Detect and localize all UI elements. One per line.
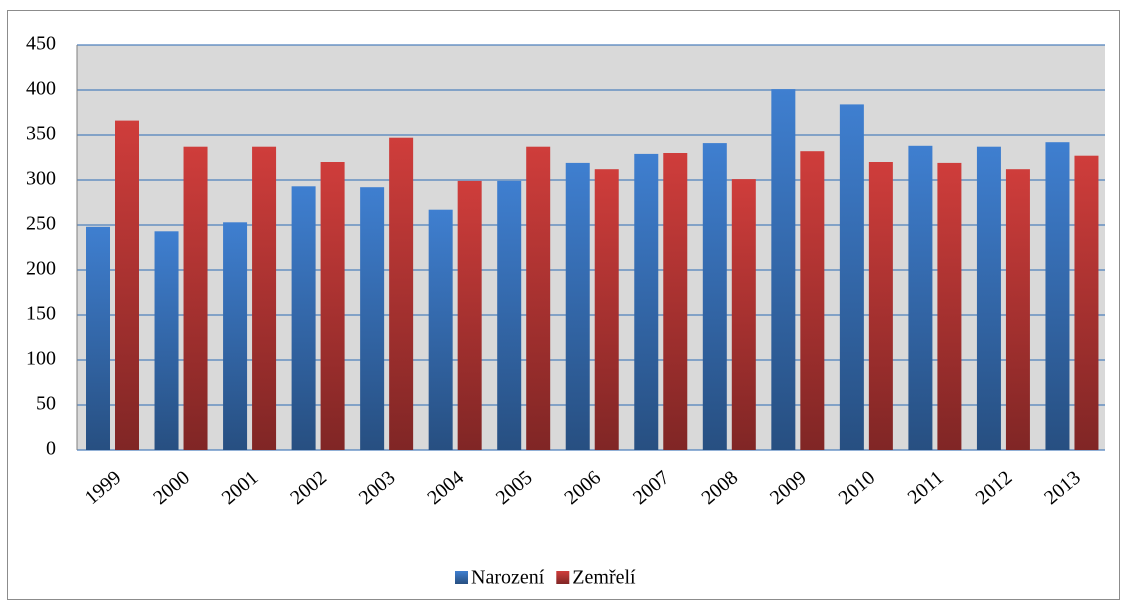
bar bbox=[771, 89, 796, 450]
bar bbox=[839, 104, 864, 451]
bar bbox=[457, 180, 482, 450]
bar bbox=[428, 209, 453, 450]
bar bbox=[1074, 155, 1099, 450]
bar bbox=[223, 222, 248, 450]
y-tick-label: 400 bbox=[26, 78, 56, 100]
bar bbox=[252, 146, 277, 450]
bar bbox=[594, 169, 619, 450]
bar bbox=[663, 153, 688, 450]
bar bbox=[565, 162, 590, 450]
y-tick-label: 200 bbox=[26, 258, 56, 280]
y-tick-label: 50 bbox=[36, 393, 56, 415]
bar bbox=[526, 146, 551, 450]
bar bbox=[937, 162, 962, 450]
y-tick-label: 0 bbox=[46, 438, 56, 460]
bar bbox=[800, 151, 825, 450]
bar bbox=[389, 137, 414, 450]
bar bbox=[183, 146, 208, 450]
legend-label: Narození bbox=[471, 567, 545, 589]
bar bbox=[976, 146, 1001, 450]
y-tick-label: 150 bbox=[26, 303, 56, 325]
legend-swatch bbox=[556, 571, 570, 584]
legend-label: Zemřelí bbox=[572, 567, 636, 589]
bar bbox=[1045, 142, 1070, 450]
y-tick-label: 100 bbox=[26, 348, 56, 370]
y-tick-label: 250 bbox=[26, 213, 56, 235]
bar bbox=[154, 231, 179, 450]
bar bbox=[291, 186, 316, 451]
bar bbox=[360, 187, 385, 450]
bar bbox=[115, 120, 139, 450]
bar bbox=[497, 180, 522, 450]
bar bbox=[908, 145, 933, 451]
bar bbox=[731, 179, 756, 450]
legend-swatch bbox=[455, 571, 468, 584]
bar bbox=[868, 162, 893, 450]
bar bbox=[1005, 169, 1030, 450]
bar bbox=[634, 153, 659, 450]
bar bbox=[86, 226, 110, 450]
bar bbox=[702, 143, 727, 450]
plot-area bbox=[77, 45, 1105, 450]
y-tick-label: 300 bbox=[26, 168, 56, 190]
y-tick-label: 450 bbox=[26, 33, 56, 55]
bar bbox=[320, 162, 345, 450]
y-tick-label: 350 bbox=[26, 123, 56, 145]
